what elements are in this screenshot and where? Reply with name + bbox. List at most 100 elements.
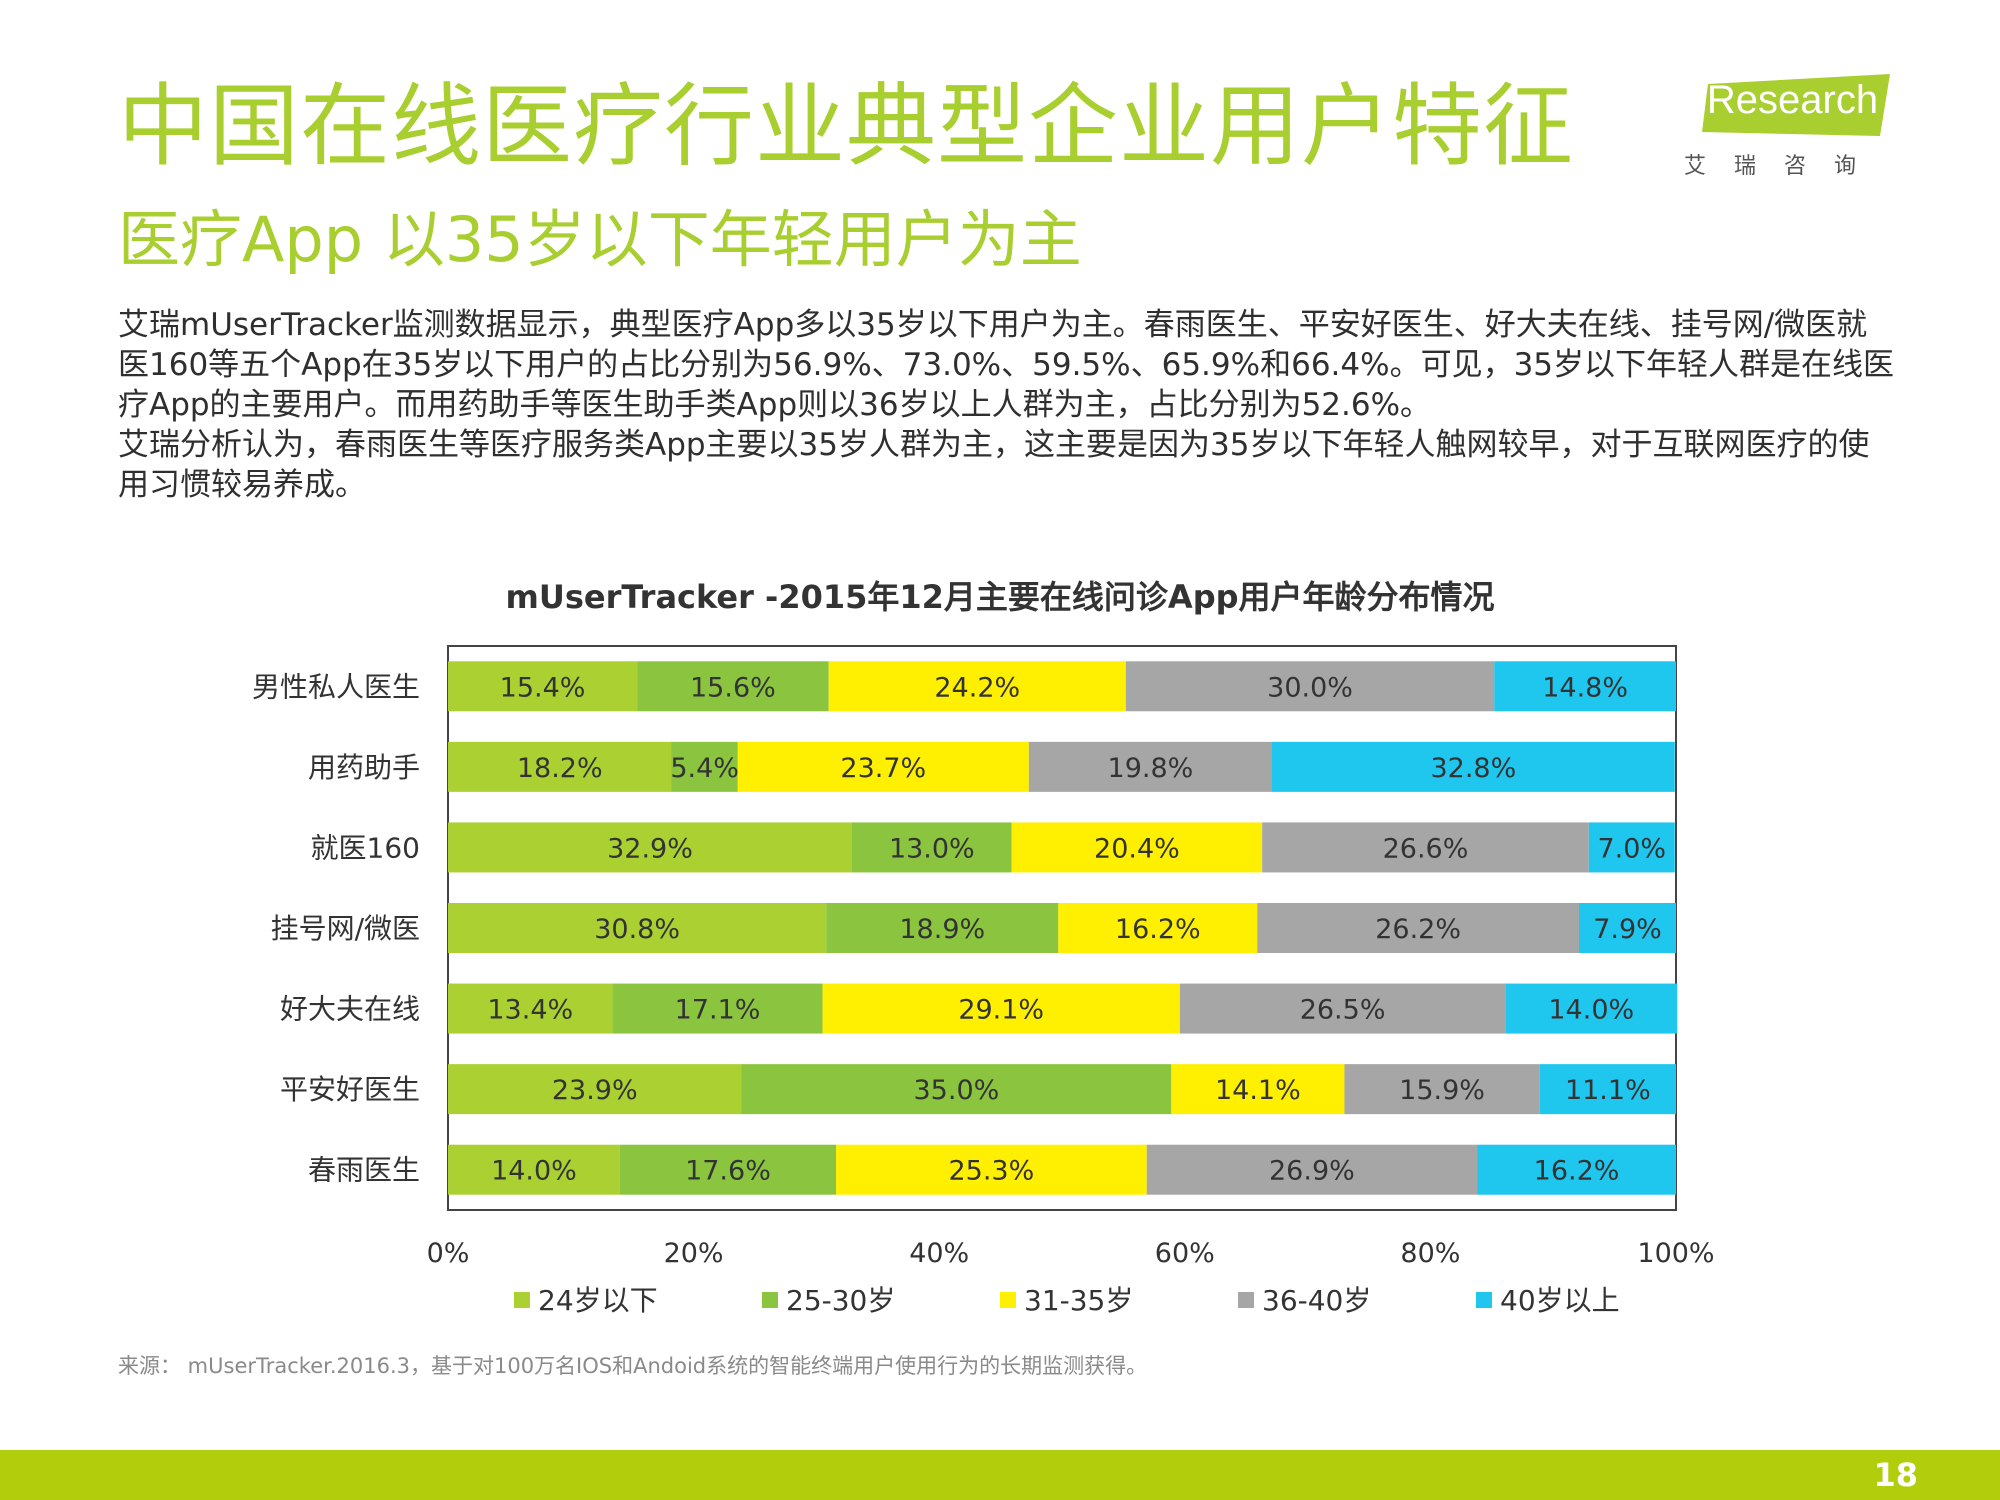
bar-segment bbox=[828, 661, 1126, 712]
data-label: 26.9% bbox=[1269, 1156, 1355, 1187]
data-label: 17.6% bbox=[685, 1156, 771, 1187]
logo-cn-text: 艾瑞咨询 bbox=[1684, 154, 1885, 179]
bar-segment bbox=[448, 903, 827, 953]
legend-swatch bbox=[514, 1292, 530, 1308]
bar-segment bbox=[1477, 1144, 1676, 1195]
bar-segment bbox=[671, 741, 738, 792]
data-label: 14.0% bbox=[491, 1156, 577, 1187]
legend-swatch bbox=[762, 1292, 778, 1308]
legend-label: 40岁以上 bbox=[1500, 1284, 1620, 1317]
bar-segment bbox=[822, 983, 1180, 1034]
body-paragraph-1: 艾瑞mUserTracker监测数据显示，典型医疗App多以35岁以下用户为主。… bbox=[118, 307, 1895, 423]
bar-segment bbox=[448, 741, 672, 792]
x-tick-label: 0% bbox=[427, 1238, 470, 1269]
data-label: 16.2% bbox=[1115, 914, 1201, 945]
chart-title: mUserTracker -2015年12月主要在线问诊App用户年龄分布情况 bbox=[505, 578, 1495, 616]
bottom-bar bbox=[0, 1450, 2000, 1500]
legend-swatch bbox=[1238, 1292, 1254, 1308]
data-label: 35.0% bbox=[914, 1075, 1000, 1106]
page-number: 18 bbox=[1873, 1456, 1918, 1494]
data-label: 11.1% bbox=[1565, 1075, 1651, 1106]
bar-segment bbox=[1505, 983, 1678, 1034]
bar-segment bbox=[1494, 661, 1676, 712]
bar-segment bbox=[1028, 741, 1272, 792]
bar-segment bbox=[637, 661, 829, 712]
bar-segment bbox=[448, 1144, 620, 1195]
category-label: 好大夫在线 bbox=[280, 993, 420, 1026]
bar-segment bbox=[1146, 1144, 1478, 1195]
bar-segment bbox=[448, 983, 613, 1034]
bar-segment bbox=[1539, 1064, 1676, 1115]
category-label: 用药助手 bbox=[308, 751, 420, 784]
category-label: 男性私人医生 bbox=[252, 670, 420, 703]
category-label: 春雨医生 bbox=[308, 1154, 420, 1187]
data-label: 14.1% bbox=[1215, 1075, 1301, 1106]
x-tick-label: 60% bbox=[1155, 1238, 1215, 1269]
legend-label: 24岁以下 bbox=[538, 1284, 658, 1317]
bar-segment bbox=[1262, 822, 1589, 873]
bar-segment bbox=[1344, 1064, 1540, 1115]
data-label: 13.4% bbox=[487, 995, 573, 1026]
legend-label: 36-40岁 bbox=[1262, 1284, 1371, 1317]
data-label: 29.1% bbox=[958, 995, 1044, 1026]
bar-segment bbox=[852, 822, 1012, 873]
bar-segment bbox=[1257, 903, 1579, 953]
data-label: 26.6% bbox=[1383, 833, 1469, 864]
bar-segment bbox=[1271, 741, 1675, 792]
logo-banner bbox=[1702, 74, 1890, 136]
bar-segment bbox=[741, 1064, 1172, 1115]
data-label: 14.8% bbox=[1542, 672, 1628, 703]
data-label: 30.8% bbox=[594, 914, 680, 945]
x-tick-label: 40% bbox=[909, 1238, 969, 1269]
category-label: 平安好医生 bbox=[280, 1073, 420, 1106]
stacked-bar-chart: 男性私人医生 15.4% 15.6% 24.2% 30.0% 14.8% 用药助手 18.2%… bbox=[252, 645, 1715, 1317]
data-label: 25.3% bbox=[948, 1156, 1034, 1187]
body-text: 艾瑞mUserTracker监测数据显示，典型医疗App多以35岁以下用户为主。… bbox=[118, 305, 1898, 505]
data-label: 20.4% bbox=[1094, 833, 1180, 864]
source-footnote: 来源： mUserTracker.2016.3，基于对100万名IOS和Ando… bbox=[118, 1354, 1148, 1378]
bar-segment bbox=[836, 1144, 1147, 1195]
bar-segment bbox=[737, 741, 1029, 792]
data-label: 18.9% bbox=[899, 914, 985, 945]
data-label: 15.6% bbox=[690, 672, 776, 703]
x-tick-label: 20% bbox=[664, 1238, 724, 1269]
page-title: 中国在线医疗行业典型企业用户特征 bbox=[118, 74, 1574, 179]
category-label: 挂号网/微医 bbox=[271, 912, 420, 945]
page-subtitle: 医疗App 以35岁以下年轻用户为主 bbox=[118, 203, 1082, 276]
data-label: 17.1% bbox=[675, 995, 761, 1026]
x-tick-label: 80% bbox=[1400, 1238, 1460, 1269]
data-label: 16.2% bbox=[1534, 1156, 1620, 1187]
bar-segment bbox=[448, 822, 853, 873]
bar-segment bbox=[1058, 903, 1258, 953]
data-label: 23.7% bbox=[840, 753, 926, 784]
data-label: 32.8% bbox=[1430, 753, 1516, 784]
legend-label: 25-30岁 bbox=[786, 1284, 895, 1317]
bar-segment bbox=[1125, 661, 1495, 712]
x-tick-label: 100% bbox=[1637, 1238, 1714, 1269]
data-label: 5.4% bbox=[670, 753, 739, 784]
bar-segment bbox=[448, 661, 638, 712]
data-label: 13.0% bbox=[889, 833, 975, 864]
legend-swatch bbox=[1476, 1292, 1492, 1308]
data-label: 23.9% bbox=[552, 1075, 638, 1106]
data-label: 19.8% bbox=[1108, 753, 1194, 784]
data-label: 32.9% bbox=[607, 833, 693, 864]
data-label: 7.9% bbox=[1593, 914, 1662, 945]
data-label: 7.0% bbox=[1597, 833, 1666, 864]
data-label: 18.2% bbox=[517, 753, 603, 784]
data-label: 30.0% bbox=[1267, 672, 1353, 703]
body-paragraph-2: 艾瑞分析认为，春雨医生等医疗服务类App主要以35岁人群为主，这主要是因为35岁… bbox=[118, 427, 1870, 503]
iresearch-logo: iResearch 艾瑞咨询 bbox=[1680, 72, 1890, 182]
data-label: 26.2% bbox=[1375, 914, 1461, 945]
bar-segment bbox=[1578, 903, 1676, 953]
bar-segment bbox=[619, 1144, 837, 1195]
data-label: 26.5% bbox=[1300, 995, 1386, 1026]
bar-segment bbox=[1588, 822, 1675, 873]
bar-segment bbox=[448, 1064, 742, 1115]
data-label: 14.0% bbox=[1548, 995, 1634, 1026]
legend-label: 31-35岁 bbox=[1024, 1284, 1133, 1317]
bar-segment bbox=[1171, 1064, 1345, 1115]
bar-segment bbox=[1011, 822, 1263, 873]
bar-segment bbox=[612, 983, 823, 1034]
legend-swatch bbox=[1000, 1292, 1016, 1308]
